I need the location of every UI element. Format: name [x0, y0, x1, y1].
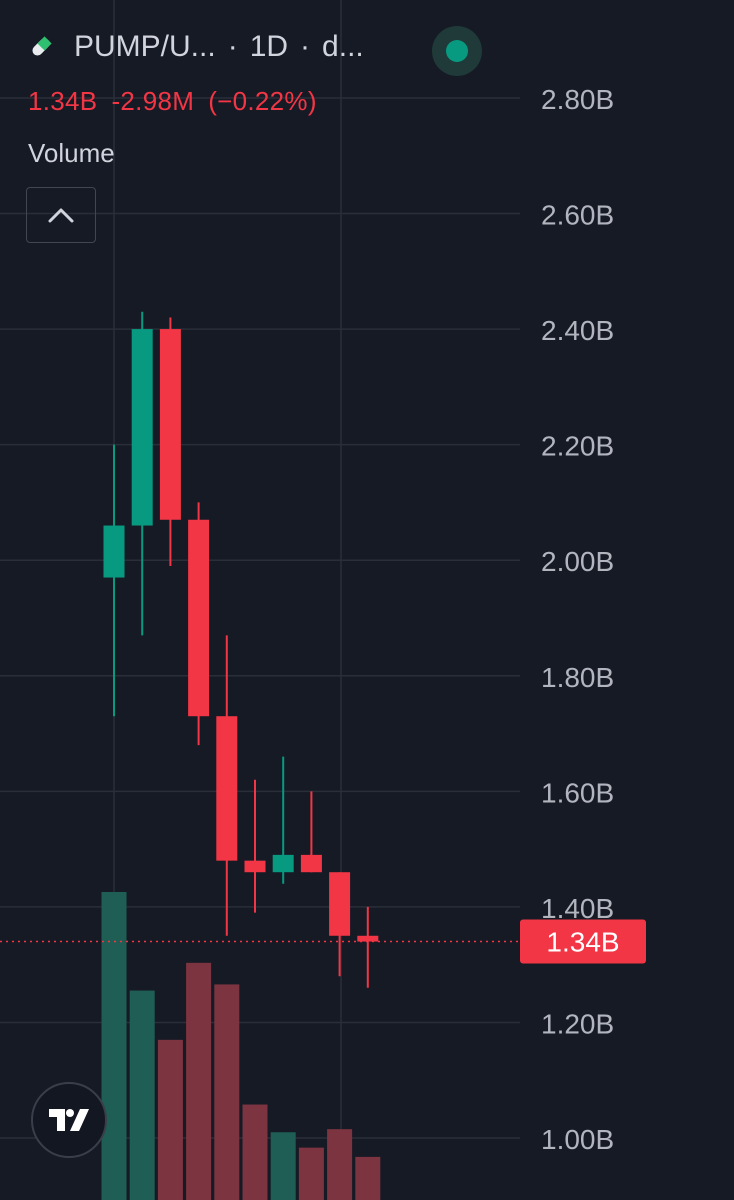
volume-bar — [242, 1104, 268, 1200]
y-axis-tick-label: 1.20B — [541, 1008, 614, 1039]
candle-body — [131, 329, 153, 526]
volume-bar — [327, 1129, 353, 1200]
symbol-legend[interactable]: PUMP/U... · 1D · d... — [28, 30, 364, 64]
candle-body — [159, 329, 181, 520]
volume-bar — [129, 990, 155, 1200]
y-axis-tick-label: 2.40B — [541, 315, 614, 346]
volume-bar — [270, 1132, 296, 1200]
volume-bar — [298, 1147, 324, 1200]
y-axis-tick-label: 2.80B — [541, 84, 614, 115]
change-abs: -2.98M — [111, 86, 195, 116]
separator: · — [227, 30, 238, 63]
price-change: 1.34B -2.98M (−0.22%) — [28, 86, 331, 117]
candle-body — [300, 854, 322, 873]
data-source[interactable]: d... — [322, 30, 364, 63]
y-axis-tick-label: 1.60B — [541, 777, 614, 808]
candle-body — [103, 525, 125, 578]
chevron-up-icon — [48, 208, 74, 223]
y-axis-tick-label: 1.00B — [541, 1124, 614, 1155]
pill-icon — [32, 36, 52, 56]
y-axis-tick-label: 1.40B — [541, 893, 614, 924]
tradingview-logo[interactable] — [31, 1082, 107, 1158]
tradingview-logo-icon — [49, 1109, 89, 1131]
collapse-button[interactable] — [26, 187, 96, 243]
interval[interactable]: 1D — [249, 30, 289, 63]
live-dot-icon — [446, 40, 468, 62]
current-price-label: 1.34B — [546, 927, 619, 958]
volume-bar — [157, 1039, 183, 1200]
candle-body — [357, 935, 379, 942]
y-axis-tick-label: 2.60B — [541, 200, 614, 231]
last-value: 1.34B — [28, 86, 98, 116]
volume-bar — [355, 1156, 381, 1200]
indicator-label[interactable]: Volume — [28, 138, 115, 168]
market-status[interactable] — [432, 26, 482, 76]
separator: · — [300, 30, 311, 63]
volume-bar — [101, 892, 127, 1200]
candle-body — [188, 519, 210, 717]
symbol-name[interactable]: PUMP/U... — [74, 30, 216, 63]
y-axis-tick-label: 2.00B — [541, 546, 614, 577]
y-axis-tick-label: 2.20B — [541, 431, 614, 462]
volume-bar — [186, 962, 212, 1200]
change-pct: (−0.22%) — [208, 86, 317, 116]
candle-body — [244, 860, 266, 873]
candle-body — [216, 716, 238, 861]
y-axis-tick-label: 1.80B — [541, 662, 614, 693]
volume-bar — [214, 984, 240, 1200]
current-price-tag — [520, 919, 646, 964]
candle-body — [329, 872, 351, 936]
candle-body — [272, 854, 294, 873]
